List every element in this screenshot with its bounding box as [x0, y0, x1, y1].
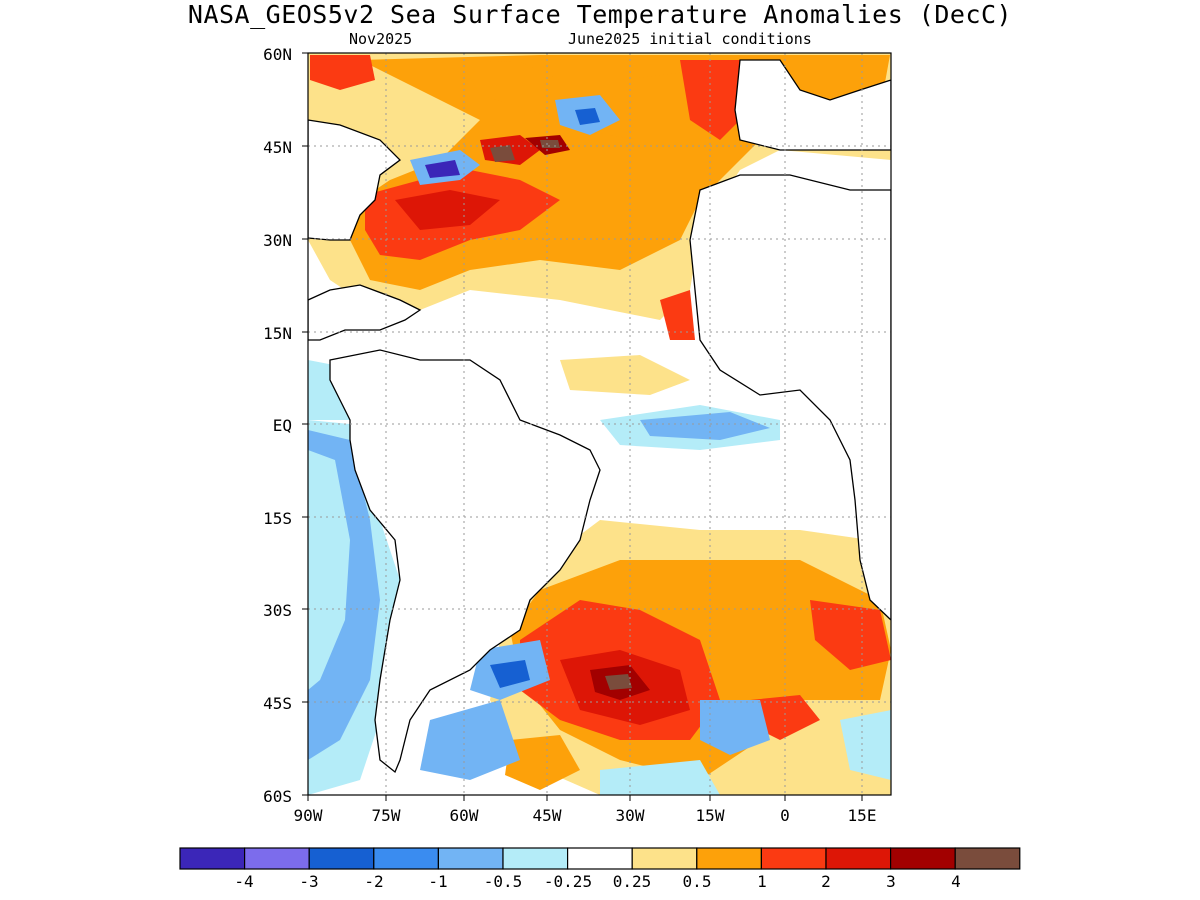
lon-label: 15W [695, 806, 725, 825]
colorbar-label: -1 [428, 872, 448, 891]
colorbar-label: -0.25 [543, 872, 593, 891]
chart-title: NASA_GEOS5v2 Sea Surface Temperature Ano… [187, 0, 1013, 29]
lat-label: 15S [263, 509, 292, 528]
lat-label: 15N [263, 324, 292, 343]
initial-conditions-label: June2025 initial conditions [568, 30, 812, 48]
lat-label: 30N [263, 231, 292, 250]
colorbar-label: 0.5 [682, 872, 712, 891]
lon-label: 15E [847, 806, 877, 825]
axis-ticks [302, 52, 863, 801]
lon-label: 0 [780, 806, 790, 825]
colorbar-label: 2 [821, 872, 831, 891]
colorbar-label: 1 [757, 872, 767, 891]
lon-label: 30W [615, 806, 645, 825]
anomaly-field [308, 53, 891, 795]
lon-label: 60W [449, 806, 479, 825]
lat-label: 45N [263, 138, 292, 157]
colorbar-label: -4 [234, 872, 254, 891]
colorbar-label: -2 [364, 872, 384, 891]
lon-label: 75W [371, 806, 401, 825]
lon-label: 45W [532, 806, 562, 825]
lat-label: 60N [263, 45, 292, 64]
lat-label: 30S [263, 601, 292, 620]
colorbar-label: -0.5 [483, 872, 523, 891]
colorbar-label: -3 [299, 872, 319, 891]
colorbar-label: 0.25 [612, 872, 652, 891]
forecast-month: Nov2025 [349, 30, 413, 48]
graticule [308, 53, 891, 795]
colorbar-label: 4 [951, 872, 961, 891]
lat-label: 45S [263, 694, 292, 713]
colorbar-label: 3 [886, 872, 896, 891]
lat-label: 60S [263, 787, 292, 806]
lon-label: 90W [293, 806, 323, 825]
lat-label: EQ [272, 416, 292, 435]
coastlines [308, 59, 891, 774]
